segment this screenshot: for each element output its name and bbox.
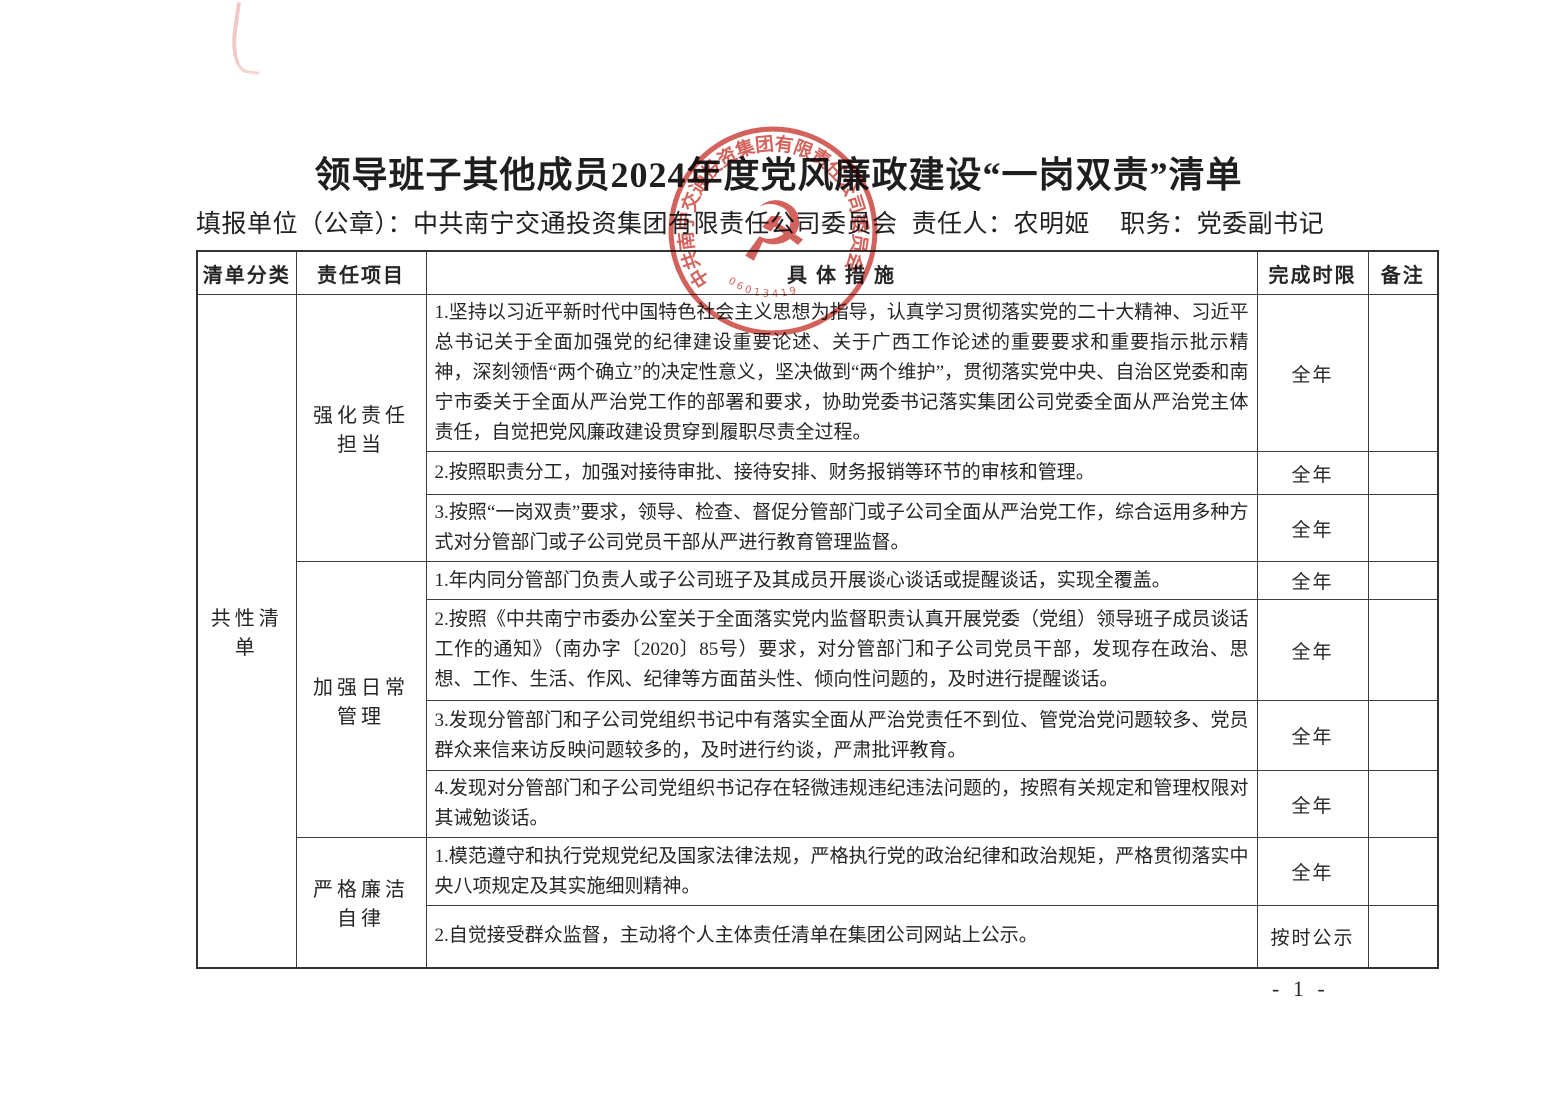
- measure-cell: 3.按照“一岗双责”要求，领导、检查、督促分管部门或子公司全面从严治党工作，综合…: [425, 494, 1258, 562]
- responsible-value: 农明姬: [1013, 211, 1091, 238]
- table-row: 2.按照职责分工，加强对接待审批、接待安排、财务报销等环节的审核和管理。 全年: [197, 451, 1439, 495]
- deadline-cell: 全年: [1256, 561, 1369, 600]
- col-header-measures: 具 体 措 施: [425, 250, 1258, 295]
- measure-cell: 2.按照职责分工，加强对接待审批、接待安排、财务报销等环节的审核和管理。: [425, 451, 1258, 495]
- measure-cell: 1.坚持以习近平新时代中国特色社会主义思想为指导，认真学习贯彻落实党的二十大精神…: [425, 294, 1258, 452]
- table-header-row: 清单分类 责任项目 具 体 措 施 完成时限 备注: [196, 250, 1439, 295]
- table-row: 加强日常管理 1.年内同分管部门负责人或子公司班子及其成员开展谈心谈话或提醒谈话…: [197, 561, 1439, 838]
- form-header-line: 填报单位（公章）：中共南宁交通投资集团有限责任公司委员会 责任人：农明姬 职务：党委…: [196, 204, 1446, 240]
- remark-cell: [1367, 905, 1439, 968]
- measure-cell: 4.发现对分管部门和子公司党组织书记存在轻微违规违纪违法问题的，按照有关规定和管…: [425, 770, 1258, 838]
- remark-cell: [1367, 294, 1439, 452]
- measure-cell: 2.自觉接受群众监督，主动将个人主体责任清单在集团公司网站上公示。: [425, 905, 1258, 968]
- measure-cell: 1.模范遵守和执行党规党纪及国家法律法规，严格执行党的政治纪律和政治规矩，严格贯…: [425, 837, 1258, 906]
- remark-cell: [1367, 700, 1439, 771]
- category-cell: 共性清单: [196, 294, 297, 968]
- deadline-cell: 全年: [1256, 451, 1369, 495]
- table-row: 2.按照《中共南宁市委办公室关于全面落实党内监督职责认真开展党委（党组）领导班子…: [197, 599, 1439, 701]
- deadline-cell: 全年: [1256, 294, 1369, 452]
- deadline-cell: 按时公示: [1256, 905, 1369, 968]
- section-cell-integrity: 严格廉洁自律: [295, 837, 427, 968]
- remark-cell: [1367, 599, 1439, 701]
- remark-cell: [1367, 837, 1439, 906]
- col-header-remark: 备注: [1367, 250, 1439, 295]
- table-row: 3.发现分管部门和子公司党组织书记中有落实全面从严治党责任不到位、管党治党问题较…: [197, 700, 1439, 771]
- col-header-category: 清单分类: [196, 250, 297, 295]
- unit-value: 中共南宁交通投资集团有限责任公司委员会: [413, 211, 898, 238]
- table-row: 2.自觉接受群众监督，主动将个人主体责任清单在集团公司网站上公示。 按时公示: [197, 905, 1439, 968]
- table-row: 共性清单 强化责任担当 1.坚持以习近平新时代中国特色社会主义思想为指导，认真学…: [196, 294, 1439, 968]
- table-row: 4.发现对分管部门和子公司党组织书记存在轻微违规违纪违法问题的，按照有关规定和管…: [197, 770, 1439, 838]
- position-value: 党委副书记: [1196, 211, 1325, 238]
- deadline-cell: 全年: [1256, 837, 1369, 906]
- page-title: 领导班子其他成员2024年度党风廉政建设“一岗双责”清单: [314, 155, 1243, 195]
- duty-list-table: 清单分类 责任项目 具 体 措 施 完成时限 备注 共性清单 强化责任担当 1.…: [196, 250, 1439, 969]
- remark-cell: [1367, 451, 1439, 495]
- deadline-cell: 全年: [1256, 770, 1369, 838]
- deadline-cell: 全年: [1256, 494, 1369, 562]
- section-cell-daily-management: 加强日常管理: [295, 561, 427, 838]
- measure-cell: 3.发现分管部门和子公司党组织书记中有落实全面从严治党责任不到位、管党治党问题较…: [425, 700, 1258, 771]
- table-row: 3.按照“一岗双责”要求，领导、检查、督促分管部门或子公司全面从严治党工作，综合…: [197, 494, 1439, 562]
- section-cell-responsibility: 强化责任担当: [295, 294, 427, 562]
- scan-ink-artifact: [227, 2, 269, 75]
- measure-cell: 1.年内同分管部门负责人或子公司班子及其成员开展谈心谈话或提醒谈话，实现全覆盖。: [425, 561, 1258, 600]
- page-number: - 1 -: [1272, 976, 1329, 1001]
- table-row: 严格廉洁自律 1.模范遵守和执行党规党纪及国家法律法规，严格执行党的政治纪律和政…: [197, 837, 1439, 968]
- position-label: 职务：: [1120, 211, 1197, 238]
- unit-label: 填报单位（公章）：: [196, 211, 414, 238]
- remark-cell: [1367, 770, 1439, 838]
- col-header-deadline: 完成时限: [1256, 250, 1369, 295]
- remark-cell: [1367, 494, 1439, 562]
- deadline-cell: 全年: [1256, 700, 1369, 771]
- responsible-label: 责任人：: [911, 211, 1014, 238]
- remark-cell: [1367, 561, 1439, 600]
- deadline-cell: 全年: [1256, 599, 1369, 701]
- col-header-responsibility: 责任项目: [295, 250, 427, 295]
- measure-cell: 2.按照《中共南宁市委办公室关于全面落实党内监督职责认真开展党委（党组）领导班子…: [425, 599, 1258, 701]
